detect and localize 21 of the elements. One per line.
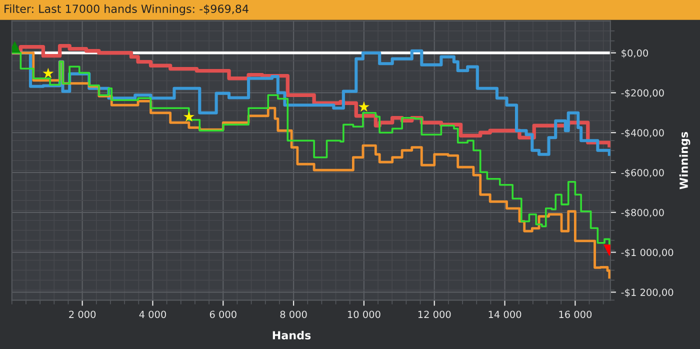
y-tick-label: -$1 000,00 [621,248,674,258]
point [42,68,54,78]
x-tick-label: 4 000 [139,310,166,318]
x-tick-label: 14 000 [488,310,522,318]
y-axis-title: Winnings [679,132,690,190]
y-tick-label: -$1 200,00 [621,288,674,298]
x-tick-label: 6 000 [210,310,236,318]
x-tick-label: 16 000 [559,310,592,318]
y-tick-label: -$800,00 [621,208,664,218]
chart-title: Filter: Last 17000 hands Winnings: -$969,84 [4,4,248,16]
x-tick-label: 8 000 [280,310,307,318]
x-axis-title: Hands [272,330,311,340]
x-tick-label: 2 000 [69,310,96,318]
x-tick-label: 12 000 [418,310,451,318]
x-tick-label: 10 000 [348,310,380,318]
y-tick-label: -$200,00 [621,89,664,98]
point [183,111,195,122]
point [358,101,370,112]
y-tick-label: -$600,00 [621,168,664,178]
y-tick-label: $0,00 [622,49,648,58]
y-tick-label: -$400,00 [621,128,664,138]
